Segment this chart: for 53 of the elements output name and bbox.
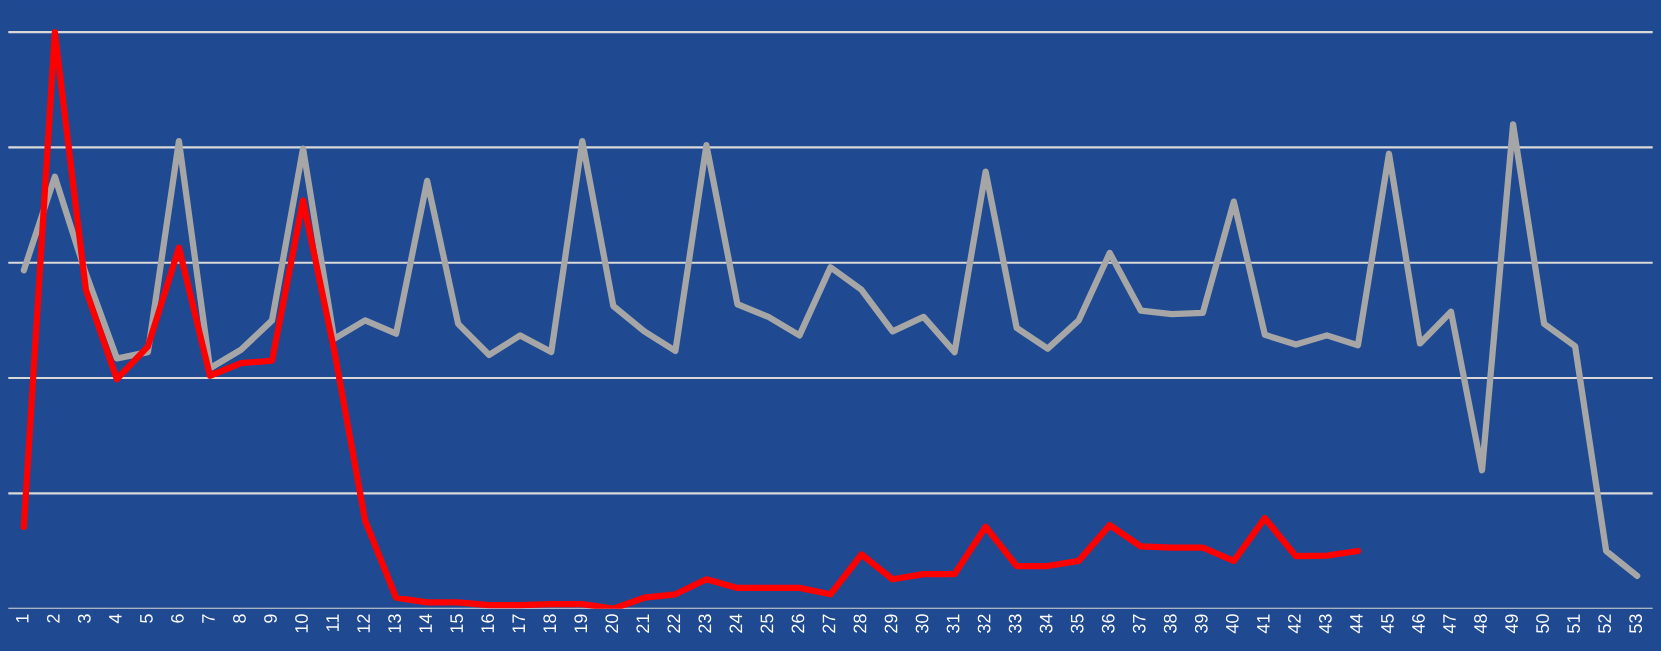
x-tick-label: 48 (1474, 614, 1487, 634)
x-tick-label: 25 (760, 614, 774, 633)
x-tick-label: 38 (1163, 614, 1177, 633)
x-tick-label: 34 (1039, 614, 1053, 633)
x-tick-label: 7 (202, 614, 215, 623)
x-tick-label: 20 (605, 614, 619, 633)
x-tick-label: 19 (574, 614, 588, 633)
x-tick-label: 32 (977, 614, 991, 633)
x-tick-label: 16 (481, 614, 495, 633)
x-tick-label: 44 (1350, 614, 1363, 634)
x-tick-label: 6 (171, 614, 184, 623)
x-tick-label: 24 (729, 614, 743, 633)
x-tick-label: 5 (140, 614, 153, 623)
x-tick-label: 12 (357, 614, 370, 633)
x-tick-label: 36 (1101, 614, 1115, 633)
x-tick-label: 11 (326, 614, 339, 631)
x-tick-label: 21 (636, 614, 650, 633)
x-tick-label: 17 (512, 614, 525, 633)
x-tick-label: 31 (946, 614, 960, 633)
x-tick-label: 43 (1318, 614, 1332, 634)
x-tick-label: 27 (822, 614, 836, 633)
x-tick-label: 13 (388, 614, 401, 633)
x-tick-label: 10 (295, 614, 308, 633)
x-tick-label: 42 (1287, 614, 1301, 634)
x-tick-label: 22 (667, 614, 681, 633)
x-tick-label: 50 (1536, 614, 1549, 633)
x-tick-label: 29 (884, 614, 898, 633)
x-tick-label: 26 (791, 614, 805, 633)
x-tick-label: 15 (450, 614, 464, 633)
x-tick-label: 39 (1194, 614, 1208, 633)
x-tick-label: 30 (915, 614, 929, 633)
x-tick-label: 37 (1132, 614, 1146, 633)
x-tick-label: 46 (1412, 614, 1425, 634)
x-tick-label: 23 (698, 614, 712, 633)
x-tick-label: 8 (233, 614, 246, 623)
x-tick-label: 18 (543, 614, 557, 633)
x-tick-label: 51 (1567, 614, 1580, 633)
x-tick-label: 45 (1381, 614, 1394, 634)
x-tick-label: 52 (1598, 614, 1611, 633)
x-tick-label: 41 (1257, 614, 1270, 634)
x-tick-label: 40 (1225, 614, 1239, 634)
x-tick-label: 28 (853, 614, 867, 633)
x-tick-label: 53 (1629, 614, 1643, 633)
x-tick-label: 35 (1070, 614, 1084, 633)
x-tick-label: 3 (77, 614, 91, 623)
x-tick-label: 9 (264, 614, 277, 623)
x-tick-label: 33 (1008, 614, 1022, 633)
x-tick-label: 14 (419, 614, 432, 633)
x-tick-label: 49 (1505, 614, 1518, 634)
x-tick-label: 47 (1443, 614, 1456, 634)
x-tick-label: 1 (16, 614, 29, 623)
x-tick-label: 4 (109, 614, 122, 624)
x-tick-label: 2 (46, 614, 60, 623)
